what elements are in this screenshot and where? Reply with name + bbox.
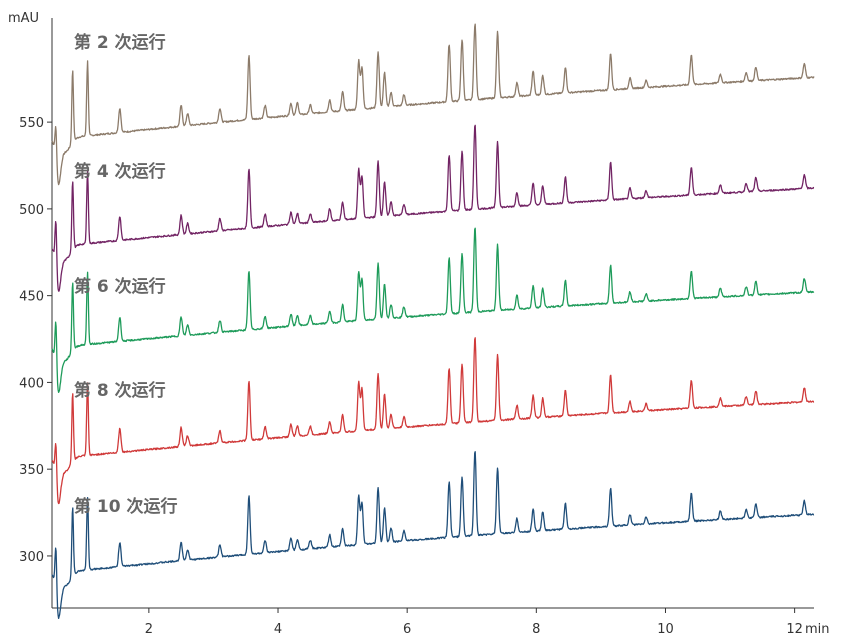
y-axis-unit: mAU	[8, 11, 39, 26]
series-label-4: 第 8 次运行	[74, 380, 166, 401]
x-axis-unit: min	[805, 622, 830, 637]
y-tick-label: 300	[19, 550, 44, 565]
series-trace-5	[51, 451, 815, 620]
trace-group	[51, 23, 815, 620]
x-tick-group: 2 4 6 8 10 12	[145, 608, 803, 637]
series-label-2: 第 4 次运行	[74, 161, 166, 182]
x-tick-label: 12	[786, 622, 803, 637]
x-tick-label: 8	[532, 622, 540, 637]
y-tick-group: 300 350 400 450 500 550	[19, 116, 52, 565]
series-label-5: 第 10 次运行	[74, 496, 178, 517]
y-axis: mAU 300 350 400 450 500 550	[8, 11, 53, 608]
x-tick-label: 4	[274, 622, 282, 637]
series-trace-1	[51, 23, 815, 186]
y-tick-label: 350	[19, 463, 44, 478]
x-tick-label: 10	[657, 622, 674, 637]
x-axis: min 2 4 6 8 10 12	[52, 607, 830, 637]
y-tick-label: 550	[19, 116, 44, 131]
x-tick-label: 6	[403, 622, 411, 637]
series-trace-4	[51, 337, 815, 505]
y-tick-label: 500	[19, 203, 44, 218]
y-tick-label: 450	[19, 290, 44, 305]
series-label-1: 第 2 次运行	[74, 32, 166, 53]
y-tick-label: 400	[19, 376, 44, 391]
series-label-3: 第 6 次运行	[74, 276, 166, 297]
series-trace-2	[51, 124, 815, 292]
series-trace-3	[51, 227, 815, 394]
x-tick-label: 2	[145, 622, 153, 637]
